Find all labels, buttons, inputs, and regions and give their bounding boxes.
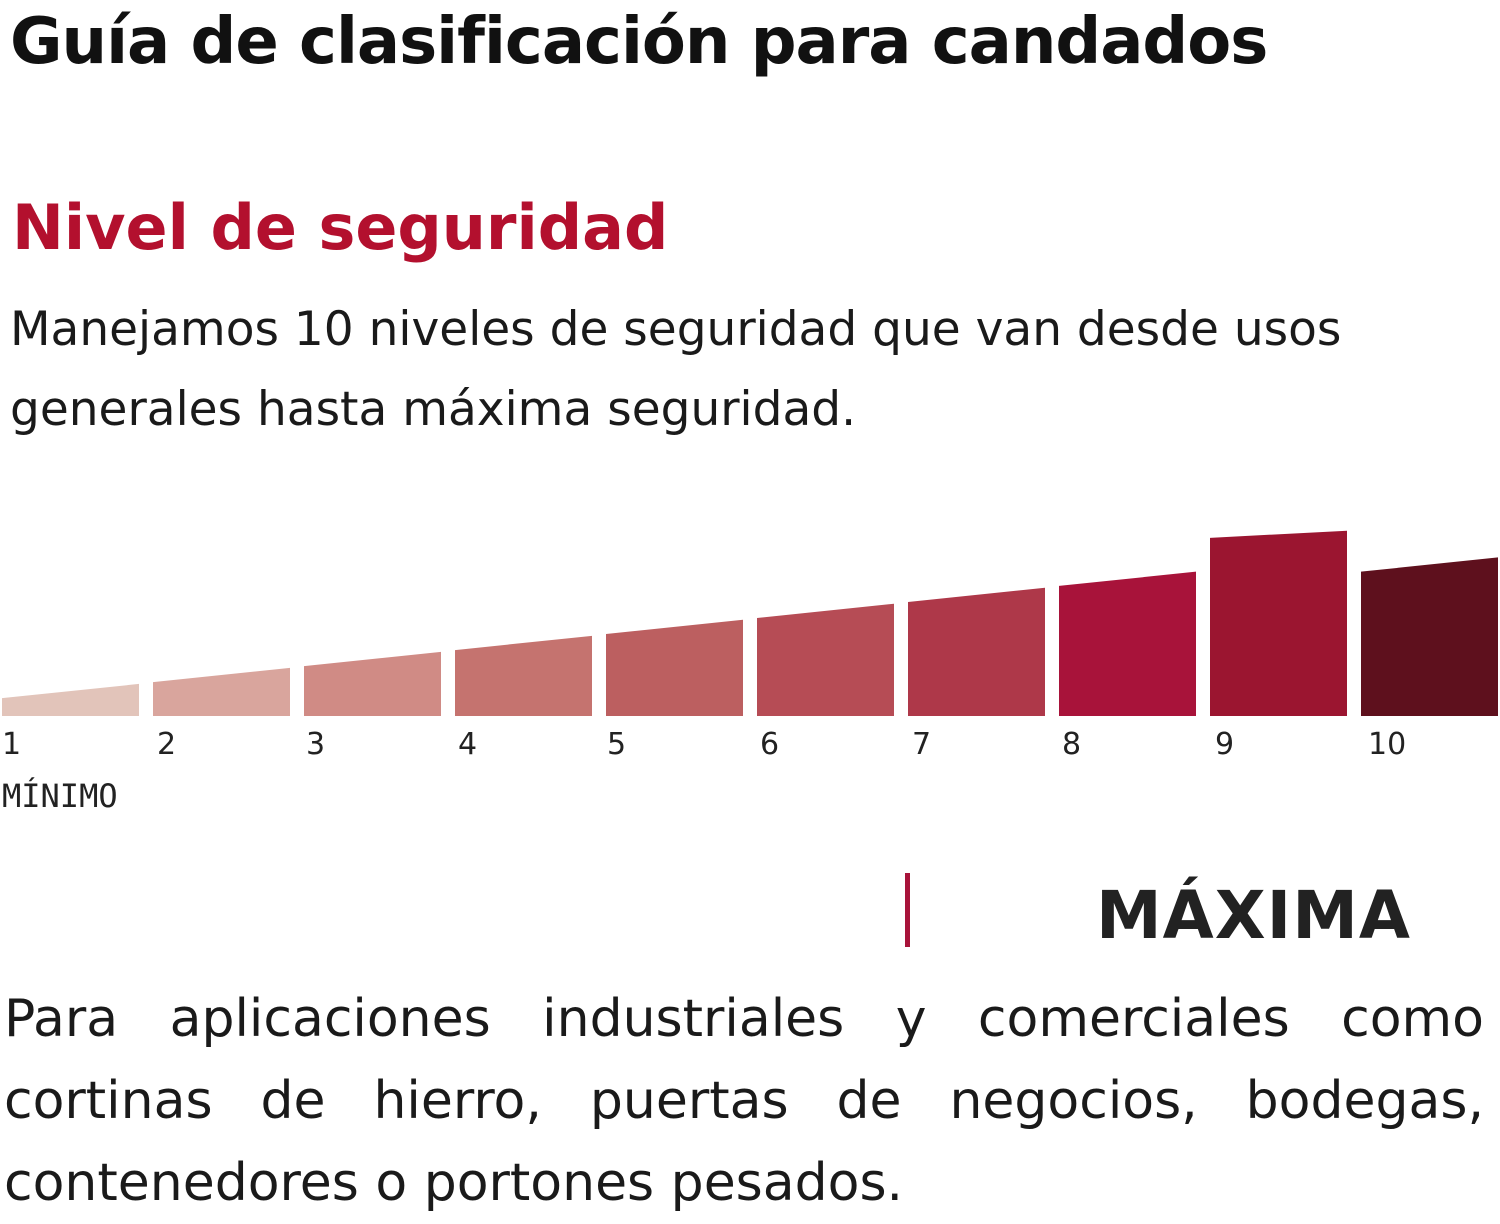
- level-divider: [905, 873, 910, 947]
- tick-label-8: 8: [1062, 727, 1081, 762]
- tick-label-5: 5: [607, 727, 626, 762]
- bar-level-5: [606, 619, 743, 716]
- tick-labels-group: 1 2 3 4 5 6 7 8 9 10: [2, 727, 1406, 762]
- level-description: Para aplicaciones industriales y comerci…: [4, 989, 1484, 1213]
- tick-label-4: 4: [458, 727, 477, 762]
- intro-text: Manejamos 10 niveles de seguridad que va…: [10, 302, 1342, 437]
- bar-level-1: [2, 683, 139, 716]
- tick-label-2: 2: [157, 727, 176, 762]
- tick-label-10: 10: [1368, 727, 1406, 762]
- bar-level-4: [455, 635, 592, 716]
- bar-level-3: [304, 651, 441, 716]
- level-name: MÁXIMA: [1096, 877, 1411, 954]
- tick-label-1: 1: [2, 727, 21, 762]
- min-label: MÍNIMO: [2, 777, 118, 815]
- security-level-chart: 1 2 3 4 5 6 7 8 9 10 MÍNIMO: [2, 530, 1498, 815]
- tick-label-9: 9: [1215, 727, 1234, 762]
- tick-label-7: 7: [912, 727, 931, 762]
- bar-level-10: [1361, 557, 1498, 716]
- tick-label-3: 3: [306, 727, 325, 762]
- bar-level-9: [1210, 530, 1347, 716]
- tick-label-6: 6: [760, 727, 779, 762]
- page-title: Guía de clasificación para candados: [10, 5, 1268, 79]
- section-title: Nivel de seguridad: [12, 191, 669, 264]
- bars-group: [2, 530, 1498, 716]
- bar-level-2: [153, 667, 290, 716]
- bar-level-7: [908, 587, 1045, 716]
- bar-level-8: [1059, 571, 1196, 716]
- bar-level-6: [757, 603, 894, 716]
